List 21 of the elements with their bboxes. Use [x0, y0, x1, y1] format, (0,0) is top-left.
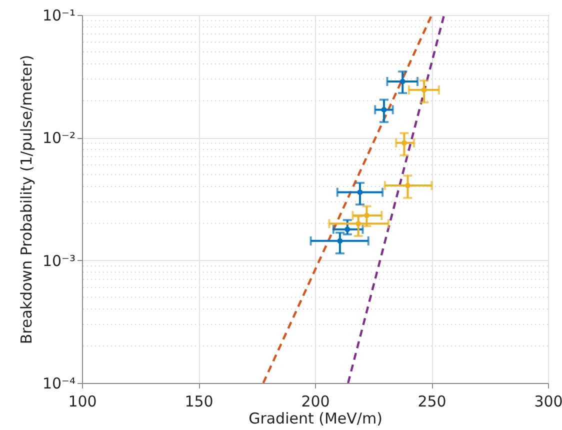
- y-tick-label: 10⁻³: [42, 252, 76, 270]
- point: [381, 106, 387, 112]
- y-axis-title: Breakdown Probability (1/pulse/meter): [17, 54, 36, 344]
- y-tick-label: 10⁻¹: [42, 6, 76, 24]
- point: [364, 212, 370, 218]
- point: [357, 190, 363, 195]
- x-tick-label: 200: [301, 392, 330, 410]
- x-tick-label: 150: [184, 392, 214, 410]
- point: [356, 220, 362, 226]
- x-tick-label: 300: [534, 392, 562, 410]
- point: [402, 140, 407, 146]
- x-axis-title: Gradient (MeV/m): [248, 410, 382, 428]
- x-tick-label: 100: [68, 392, 97, 410]
- point: [337, 238, 343, 244]
- point: [344, 226, 350, 232]
- point: [400, 78, 406, 84]
- y-tick-label: 10⁻²: [42, 129, 76, 148]
- point: [404, 182, 410, 188]
- y-tick-label: 10⁻⁴: [42, 374, 76, 392]
- x-tick-label: 250: [418, 392, 446, 410]
- point: [421, 87, 427, 93]
